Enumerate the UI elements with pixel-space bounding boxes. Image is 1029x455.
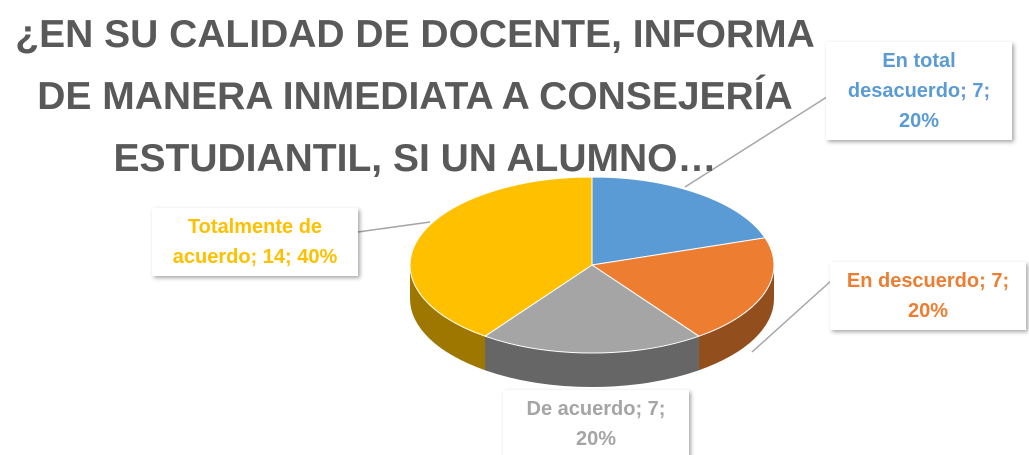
pie-slice — [590, 237, 775, 371]
pie-slice — [591, 176, 766, 266]
pie-top — [590, 237, 775, 337]
pie-side — [485, 336, 699, 387]
leader-line — [684, 94, 831, 188]
data-label: En total desacuerdo; 7; 20% — [826, 42, 1012, 140]
pie-top — [483, 264, 701, 354]
pie-top — [591, 176, 766, 266]
pie-side — [410, 265, 486, 371]
chart-title: ¿EN SU CALIDAD DE DOCENTE, INFORMA DE MA… — [15, 13, 815, 180]
pie-slice — [483, 264, 701, 387]
data-label: De acuerdo; 7; 20% — [503, 390, 689, 455]
pie-side — [698, 265, 774, 371]
leader-line — [751, 279, 833, 353]
leader-line — [357, 221, 431, 233]
data-label: Totalmente de acuerdo; 14; 40% — [152, 208, 358, 276]
data-label: En descuerdo; 7; 20% — [830, 262, 1026, 330]
pie-slice — [409, 176, 593, 371]
pie-top — [409, 176, 593, 337]
